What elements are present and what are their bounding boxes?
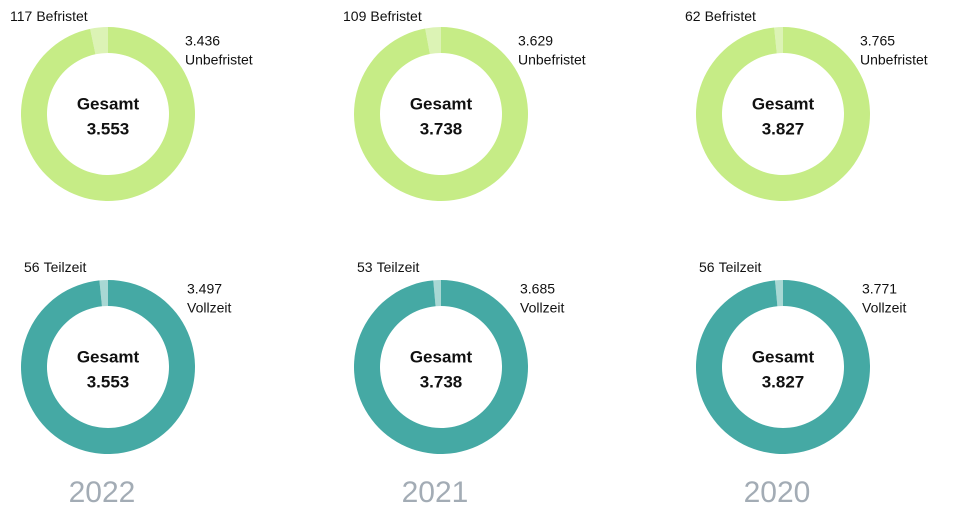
segment-category: Teilzeit: [44, 259, 87, 275]
segment-value: 109: [343, 8, 367, 24]
segment-value: 3.765: [860, 33, 895, 49]
segment-category: Befristet: [370, 8, 421, 24]
center-total: 3.553: [87, 372, 130, 391]
donut-segment: [696, 280, 871, 454]
donut-segment: [695, 27, 871, 202]
segment-value: 3.629: [518, 33, 553, 49]
center-label: Gesamt: [410, 94, 473, 113]
center-total: 3.553: [87, 119, 130, 138]
center-total: 3.738: [420, 119, 463, 138]
segment-category: Teilzeit: [377, 259, 420, 275]
donut-segment: [99, 280, 108, 307]
segment-category: Vollzeit: [862, 300, 906, 316]
segment-label: 56 Teilzeit: [699, 259, 761, 275]
segment-label: 56 Teilzeit: [24, 259, 86, 275]
year-caption: 2022: [69, 476, 136, 509]
segment-value: 3.497: [187, 281, 222, 297]
donut-segment: [90, 27, 108, 55]
segment-value: 3.685: [520, 281, 555, 297]
donut-segment: [20, 27, 195, 202]
segment-value: 56: [24, 259, 40, 275]
segment-value: 62: [685, 8, 701, 24]
center-label: Gesamt: [752, 347, 815, 366]
donut-segment: [353, 280, 528, 454]
center-total: 3.827: [762, 119, 805, 138]
center-label: Gesamt: [752, 94, 815, 113]
year-caption: 2021: [402, 476, 469, 509]
center-total: 3.738: [420, 372, 463, 391]
segment-value: 56: [699, 259, 715, 275]
donut-segment: [354, 27, 528, 201]
donut-segment: [433, 280, 441, 307]
segment-category: Teilzeit: [719, 259, 762, 275]
segment-category: Befristet: [36, 8, 87, 24]
segment-label: 62 Befristet: [685, 8, 756, 24]
donut-segment: [425, 27, 441, 55]
segment-value: 53: [357, 259, 373, 275]
segment-category: Unbefristet: [185, 52, 253, 68]
segment-value: 3.771: [862, 281, 897, 297]
donut-segment: [774, 27, 783, 54]
segment-value: 3.436: [185, 33, 220, 49]
segment-label: 117 Befristet: [10, 8, 88, 24]
year-caption: 2020: [744, 476, 811, 509]
segment-category: Unbefristet: [518, 52, 586, 68]
center-label: Gesamt: [77, 94, 140, 113]
center-label: Gesamt: [77, 347, 140, 366]
segment-category: Vollzeit: [520, 300, 564, 316]
center-total: 3.827: [762, 372, 805, 391]
donut-segment: [21, 280, 196, 454]
center-label: Gesamt: [410, 347, 473, 366]
segment-category: Befristet: [705, 8, 756, 24]
segment-category: Unbefristet: [860, 52, 928, 68]
segment-value: 117: [10, 8, 33, 24]
donut-segment: [775, 280, 783, 307]
segment-label: 109 Befristet: [343, 8, 422, 24]
segment-label: 53 Teilzeit: [357, 259, 419, 275]
segment-category: Vollzeit: [187, 300, 231, 316]
